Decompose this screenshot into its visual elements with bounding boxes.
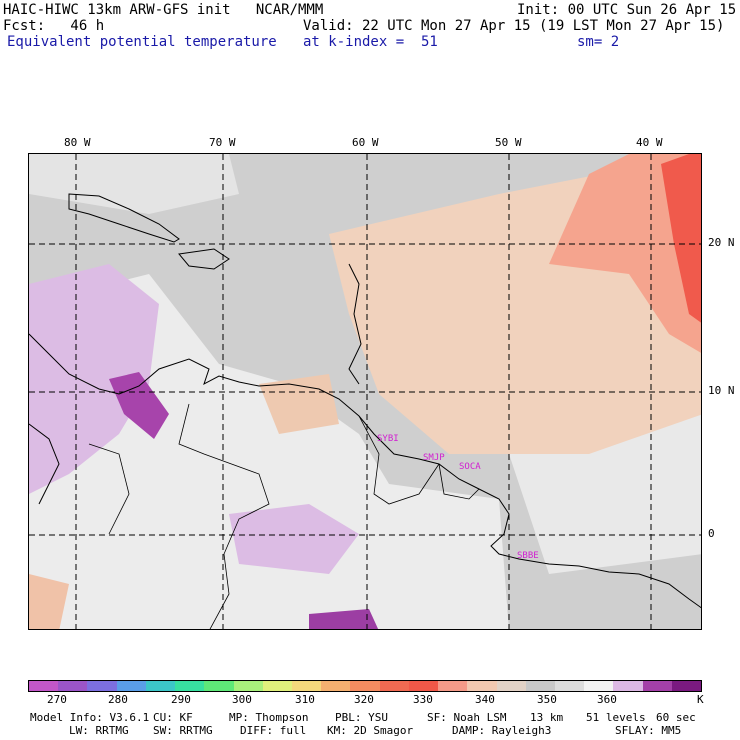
cb-label-270: 270 (47, 693, 67, 706)
lon-label-50w: 50 W (495, 136, 522, 149)
cb-label-360: 360 (597, 693, 617, 706)
country-borders (88, 403, 480, 629)
field-north-light (29, 154, 239, 214)
colorbar-segment (467, 681, 497, 691)
colorbar-segment (350, 681, 380, 691)
colorbar-segment (116, 681, 146, 691)
footer-timestep: 60 sec (656, 711, 696, 724)
init-time: Init: 00 UTC Sun 26 Apr 15 (517, 2, 737, 18)
lat-label-20n: 20 N (708, 236, 735, 249)
footer-diff: DIFF: full (240, 724, 307, 737)
footer-sf: SF: Noah LSM (427, 711, 507, 724)
border-guyana (358, 415, 440, 505)
station-markers: SYBI SMJP SOCA SBBE (377, 434, 539, 561)
colorbar-segment (671, 681, 702, 691)
colorbar-segment (525, 681, 555, 691)
footer-levels: 51 levels (586, 711, 646, 724)
footer-mp: MP: Thompson (229, 711, 309, 724)
cb-label-340: 340 (475, 693, 495, 706)
colorbar-segment (408, 681, 439, 691)
coast-antilles (348, 263, 362, 385)
coast-pacific (29, 423, 60, 505)
lon-label-40w: 40 W (636, 136, 663, 149)
colorbar-segment (58, 681, 88, 691)
colorbar-segment (291, 681, 322, 691)
cb-label-310: 310 (295, 693, 315, 706)
field-purple-core (109, 372, 169, 439)
field-peach-sw (29, 574, 69, 629)
footer-sflay: SFLAY: MM5 (615, 724, 682, 737)
station-soca: SOCA (459, 462, 481, 472)
border-suriname (438, 463, 480, 500)
station-sybi: SYBI (377, 434, 399, 444)
cb-label-unit: K (697, 693, 704, 706)
coast-cuba (68, 193, 180, 243)
smoothing: sm= 2 (577, 34, 620, 50)
colorbar-segment (613, 681, 643, 691)
map-panel: SYBI SMJP SOCA SBBE (28, 153, 702, 630)
field-purple-west (29, 264, 159, 494)
colorbar-segment (379, 681, 409, 691)
footer-damp: DAMP: Rayleigh3 (452, 724, 552, 737)
station-sbbe: SBBE (517, 551, 539, 561)
field-purple-south (309, 609, 379, 629)
border-ecuador (88, 443, 130, 535)
border-colombia-venezuela (178, 403, 270, 629)
cb-label-350: 350 (537, 693, 557, 706)
lon-label-70w: 70 W (209, 136, 236, 149)
lat-lon-grid (29, 154, 701, 629)
level-index: at k-index = 51 (303, 34, 438, 50)
colorbar-segment (642, 681, 672, 691)
cb-label-300: 300 (232, 693, 252, 706)
forecast-hour: Fcst: 46 h (3, 18, 105, 34)
lat-label-0: 0 (708, 527, 715, 540)
lon-label-80w: 80 W (64, 136, 91, 149)
footer-model-info: Model Info: V3.6.1 (30, 711, 150, 724)
colorbar-segment (145, 681, 176, 691)
colorbar-segment (87, 681, 117, 691)
footer-km: KM: 2D Smagor (327, 724, 414, 737)
coast-south-america (29, 333, 701, 609)
cb-label-330: 330 (413, 693, 433, 706)
colorbar-segment (584, 681, 614, 691)
colorbar-segment (204, 681, 234, 691)
colorbar-segment (262, 681, 292, 691)
lon-label-60w: 60 W (352, 136, 379, 149)
model-title: HAIC-HIWC 13km ARW-GFS init NCAR/MMM (3, 2, 324, 18)
cb-label-320: 320 (354, 693, 374, 706)
field-name: Equivalent potential temperature (7, 34, 277, 50)
footer-pbl: PBL: YSU (335, 711, 388, 724)
theta-e-map: SYBI SMJP SOCA SBBE (29, 154, 701, 629)
station-smjp: SMJP (423, 453, 445, 463)
footer-cu: CU: KF (153, 711, 193, 724)
footer-sw: SW: RRTMG (153, 724, 213, 737)
colorbar-segment (175, 681, 205, 691)
field-purple-amazon (229, 504, 359, 574)
colorbar-segment (29, 681, 59, 691)
coast-hispaniola (178, 248, 230, 270)
footer-resolution: 13 km (530, 711, 564, 724)
cb-label-280: 280 (108, 693, 128, 706)
coastlines (29, 193, 701, 609)
colorbar-segment (438, 681, 468, 691)
cb-label-290: 290 (171, 693, 191, 706)
field-salmon-band (549, 154, 701, 353)
valid-time: Valid: 22 UTC Mon 27 Apr 15 (19 LST Mon … (303, 18, 725, 34)
colorbar-segment (496, 681, 526, 691)
colorbar (28, 680, 702, 692)
field-red-core (661, 154, 701, 323)
colorbar-segment (233, 681, 263, 691)
lat-label-10n: 10 N (708, 384, 735, 397)
colorbar-segment (321, 681, 351, 691)
colorbar-segment (554, 681, 585, 691)
footer-lw: LW: RRTMG (69, 724, 129, 737)
